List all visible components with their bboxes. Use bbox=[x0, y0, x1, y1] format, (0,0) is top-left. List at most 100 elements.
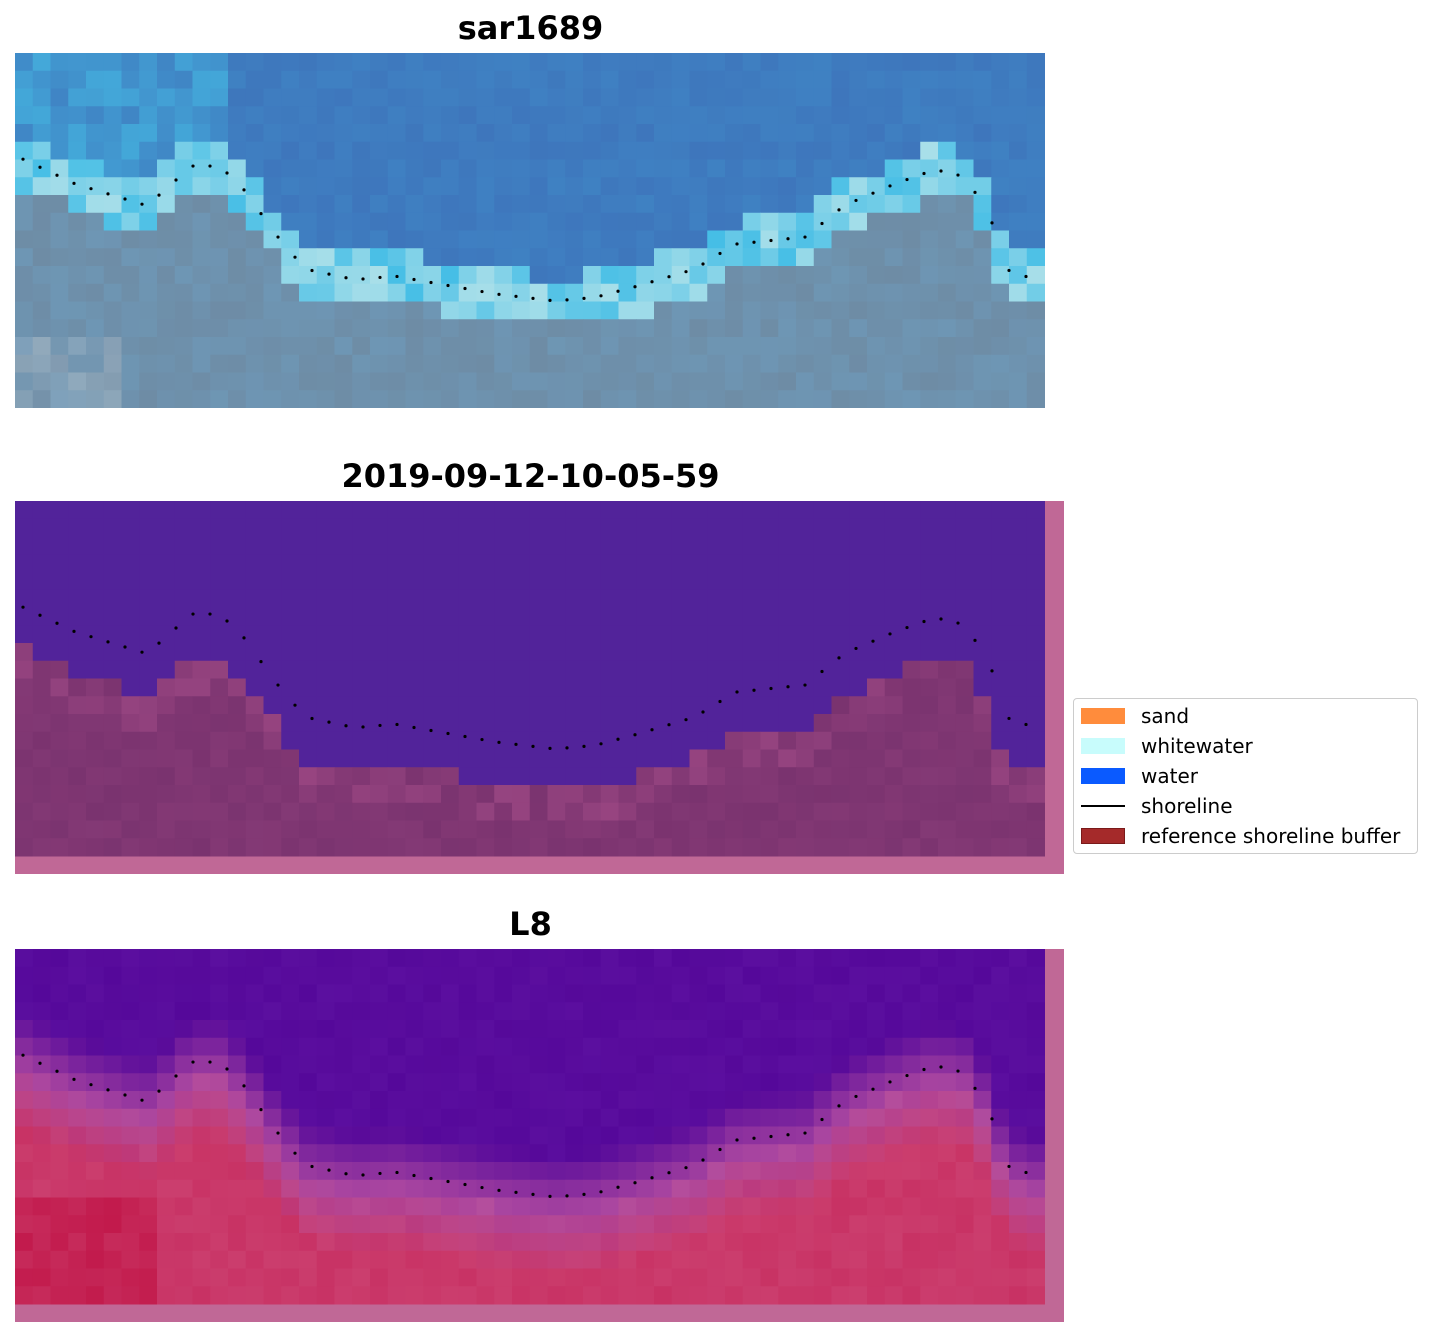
shoreline-point bbox=[21, 1053, 25, 1057]
shoreline-point bbox=[259, 212, 263, 216]
shoreline-point bbox=[871, 191, 875, 195]
shoreline-point bbox=[820, 1117, 824, 1122]
shoreline-point bbox=[106, 1088, 110, 1092]
shoreline-point bbox=[327, 1168, 331, 1172]
shoreline-point bbox=[395, 722, 399, 727]
shoreline-point bbox=[72, 181, 76, 185]
shoreline-point bbox=[429, 280, 433, 285]
shoreline-point bbox=[89, 1083, 93, 1087]
shoreline-point bbox=[395, 1170, 399, 1175]
shoreline-point bbox=[616, 1185, 620, 1189]
shoreline-point bbox=[548, 298, 552, 302]
shoreline-point bbox=[480, 1185, 484, 1190]
shoreline-point bbox=[633, 1181, 637, 1185]
shoreline-point bbox=[412, 1173, 416, 1178]
shoreline-point bbox=[786, 1133, 790, 1137]
shoreline-point bbox=[582, 744, 586, 748]
shoreline-point bbox=[514, 742, 518, 746]
shoreline-dots bbox=[21, 1053, 1028, 1198]
shoreline-point bbox=[344, 724, 348, 728]
shoreline-point bbox=[412, 725, 416, 730]
shoreline-point bbox=[667, 1171, 671, 1175]
legend-label: shoreline bbox=[1141, 794, 1233, 818]
shoreline-point bbox=[89, 187, 93, 191]
shoreline-line-swatch bbox=[1081, 805, 1125, 807]
shoreline-point bbox=[752, 1136, 756, 1140]
shoreline-point bbox=[361, 1173, 365, 1177]
shoreline-point bbox=[344, 1172, 348, 1176]
shoreline-point bbox=[1024, 722, 1028, 727]
shoreline-point bbox=[650, 280, 654, 284]
shoreline-point bbox=[837, 656, 841, 660]
shoreline-point bbox=[531, 1192, 535, 1196]
shoreline-point bbox=[497, 292, 501, 296]
shoreline-point bbox=[480, 289, 484, 294]
shoreline-point bbox=[701, 710, 705, 714]
shoreline-point bbox=[684, 270, 688, 274]
shoreline-point bbox=[429, 1176, 433, 1181]
shoreline-point bbox=[650, 728, 654, 732]
shoreline-point bbox=[208, 612, 212, 616]
shoreline-point bbox=[463, 286, 467, 291]
shoreline-point bbox=[225, 619, 229, 623]
shoreline-point bbox=[599, 1190, 603, 1194]
shoreline-point bbox=[803, 683, 807, 687]
rgb-pixels bbox=[15, 53, 1045, 408]
shoreline-point bbox=[140, 650, 144, 654]
shoreline-point bbox=[344, 276, 348, 280]
shoreline-point bbox=[752, 688, 756, 692]
shoreline-point bbox=[174, 178, 178, 182]
shoreline-point bbox=[922, 1067, 926, 1072]
shoreline-point bbox=[38, 1061, 42, 1065]
shoreline-point bbox=[684, 1166, 688, 1170]
shoreline-point bbox=[854, 1094, 858, 1099]
index-image-panel bbox=[15, 949, 1064, 1322]
shoreline-point bbox=[276, 1131, 280, 1135]
shoreline-point bbox=[803, 1131, 807, 1135]
shoreline-point bbox=[497, 740, 501, 744]
shoreline-point bbox=[616, 737, 620, 741]
shoreline-point bbox=[990, 1117, 994, 1121]
shoreline-point bbox=[72, 629, 76, 633]
shoreline-point bbox=[157, 641, 161, 645]
shoreline-point bbox=[1007, 716, 1011, 721]
shoreline-point bbox=[582, 296, 586, 300]
shoreline-point bbox=[242, 1084, 246, 1088]
shoreline-point bbox=[55, 1069, 59, 1073]
classified-image bbox=[15, 501, 1064, 874]
shoreline-point bbox=[939, 617, 943, 621]
shoreline-point bbox=[208, 164, 212, 168]
shoreline-point bbox=[463, 734, 467, 739]
shoreline-point bbox=[225, 171, 229, 175]
shoreline-point bbox=[786, 237, 790, 241]
shoreline-point bbox=[820, 221, 824, 226]
shoreline-point bbox=[854, 646, 858, 651]
sand-swatch bbox=[1081, 708, 1125, 724]
shoreline-point bbox=[514, 294, 518, 298]
shoreline-point bbox=[208, 1060, 212, 1064]
shoreline-point bbox=[72, 1077, 76, 1081]
shoreline-point bbox=[888, 1080, 892, 1084]
shoreline-point bbox=[616, 289, 620, 293]
shoreline-point bbox=[803, 235, 807, 239]
shoreline-point bbox=[650, 1176, 654, 1180]
shoreline-point bbox=[446, 731, 450, 736]
shoreline-point bbox=[310, 268, 314, 273]
panel-title-2: 2019-09-12-10-05-59 bbox=[341, 457, 720, 495]
shoreline-point bbox=[786, 685, 790, 689]
shoreline-point bbox=[259, 1108, 263, 1112]
shoreline-point bbox=[820, 669, 824, 674]
shoreline-point bbox=[361, 277, 365, 281]
shoreline-point bbox=[752, 240, 756, 244]
whitewater-swatch bbox=[1081, 738, 1125, 754]
shoreline-point bbox=[769, 1134, 773, 1139]
shoreline-point bbox=[157, 1089, 161, 1093]
shoreline-point bbox=[378, 275, 382, 280]
shoreline-point bbox=[310, 1164, 314, 1169]
legend-label: water bbox=[1141, 764, 1198, 788]
shoreline-point bbox=[701, 262, 705, 266]
shoreline-point bbox=[871, 639, 875, 643]
shoreline-point bbox=[582, 1192, 586, 1196]
shoreline-point bbox=[21, 157, 25, 161]
shoreline-point bbox=[361, 725, 365, 729]
